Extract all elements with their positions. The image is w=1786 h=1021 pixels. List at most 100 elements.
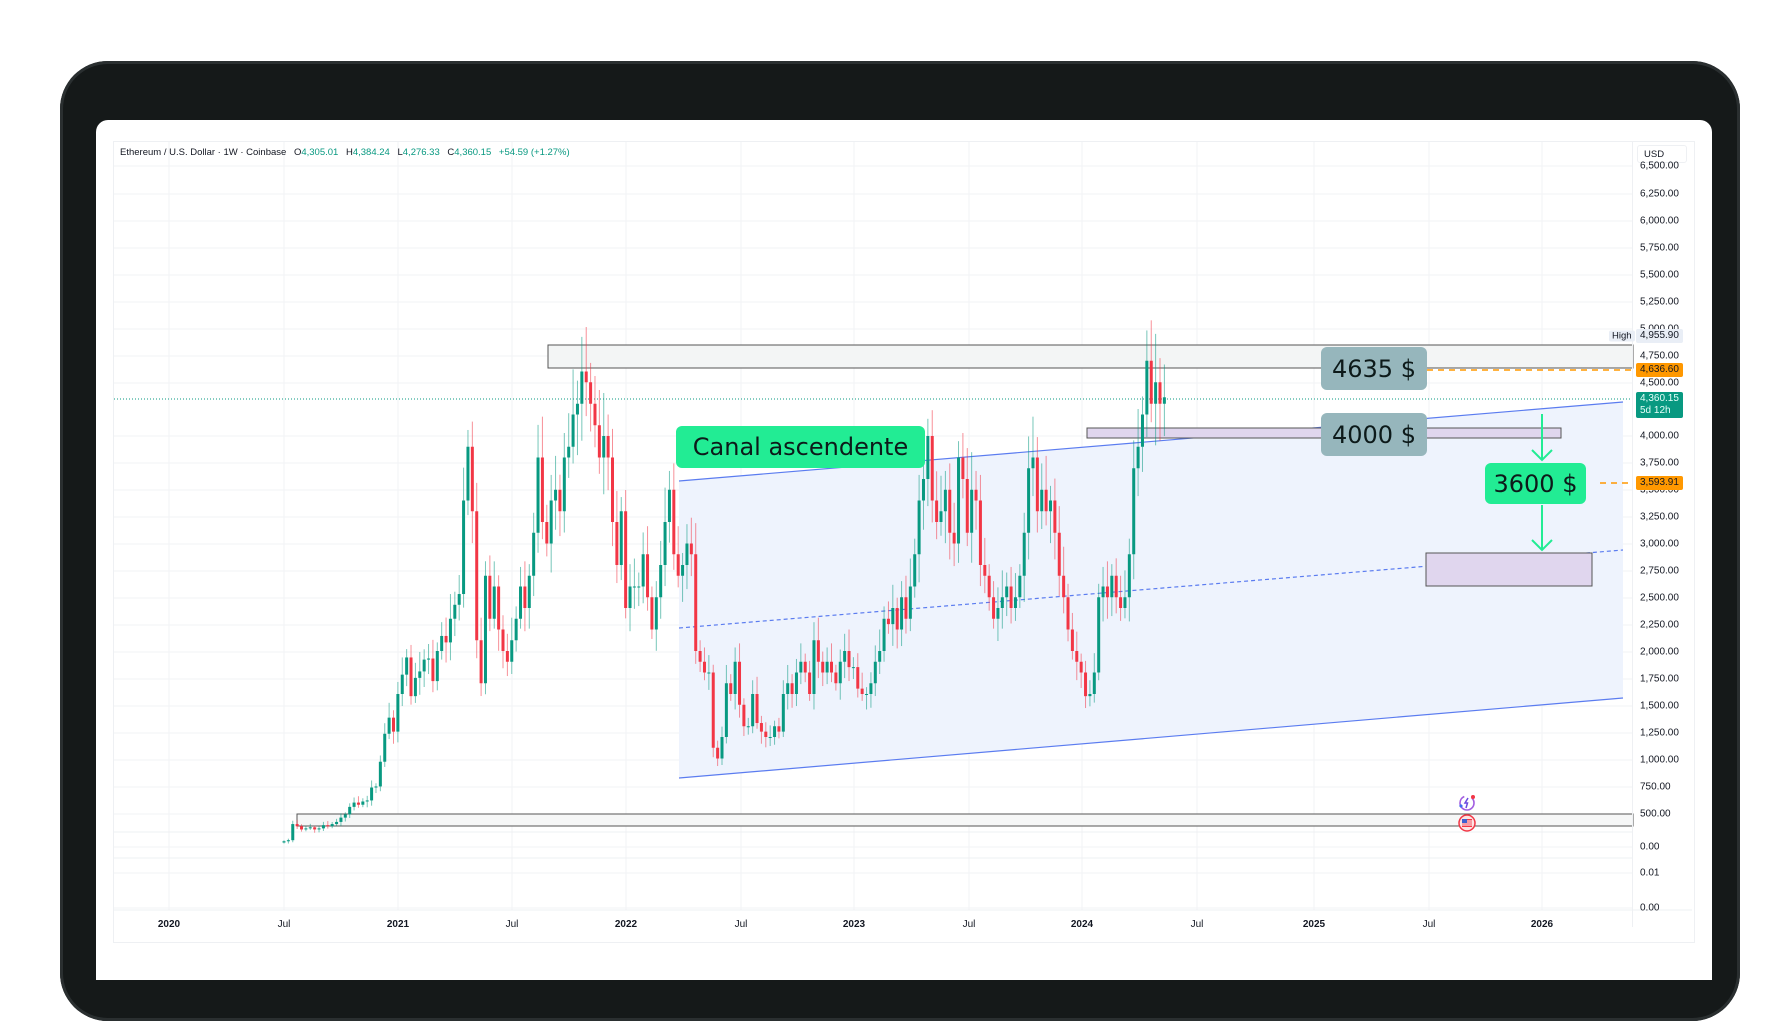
candle-body — [505, 651, 509, 662]
candle-body — [799, 661, 803, 673]
candle-body — [1132, 468, 1136, 555]
candle-body — [1075, 651, 1079, 662]
candle-body — [304, 828, 308, 830]
candle-body — [562, 457, 566, 512]
candle-body — [646, 554, 650, 598]
candle-body — [808, 672, 812, 694]
price-change: +54.59 (+1.27%) — [498, 147, 570, 158]
candle-body — [527, 575, 531, 608]
candle-body — [1035, 457, 1039, 512]
price-axis-label: 6,500.00 — [1640, 160, 1679, 172]
candle-body — [470, 446, 474, 512]
candle-body — [291, 824, 295, 841]
candle-body — [549, 500, 553, 544]
ohlc-high: H4,384.24 — [345, 147, 390, 158]
candle-body — [987, 575, 991, 598]
candle-body — [659, 565, 663, 598]
time-axis-label: 2020 — [157, 919, 181, 930]
candle-body — [475, 511, 479, 641]
price-axis-label: 750.00 — [1640, 781, 1671, 793]
price-axis-label: 1,500.00 — [1640, 700, 1679, 712]
candle-body — [448, 618, 452, 643]
candle-body — [479, 640, 483, 684]
candle-body — [597, 425, 601, 458]
resistance-zone — [547, 344, 1634, 369]
candle-body — [637, 586, 641, 588]
time-axis-label: Jul — [1422, 919, 1436, 930]
candle-body — [1136, 446, 1140, 469]
target-zone — [1425, 552, 1593, 587]
channel-midline — [678, 549, 1624, 629]
candle-body — [720, 737, 724, 759]
level-3600-label[interactable]: 3600 $ — [1485, 463, 1586, 504]
time-axis-label: 2021 — [386, 919, 410, 930]
candle-body — [681, 565, 685, 576]
level-4000-label[interactable]: 4000 $ — [1321, 413, 1427, 456]
price-axis-label: 0.00 — [1640, 841, 1660, 853]
candle-body — [361, 801, 365, 805]
candle-body — [571, 414, 575, 447]
candle-body — [602, 436, 606, 458]
earnings-event-icon[interactable] — [1458, 794, 1476, 812]
candle-body — [926, 436, 930, 479]
time-axis-label: 2025 — [1302, 919, 1326, 930]
candle-body — [440, 635, 444, 651]
candle-body — [1114, 575, 1118, 598]
candle-body — [584, 371, 588, 383]
candle-body — [580, 371, 584, 404]
candle-body — [746, 726, 750, 728]
symbol-legend[interactable]: Ethereum / U.S. Dollar · 1W · Coinbase O… — [120, 147, 575, 158]
candle-body — [1005, 586, 1009, 598]
time-axis-label: 2026 — [1530, 919, 1554, 930]
candle-body — [488, 575, 492, 619]
candle-body — [413, 677, 417, 697]
us-economic-event-flag-icon[interactable] — [1458, 814, 1476, 832]
candle-body — [396, 694, 400, 732]
level-3594-price-tag: 3,593.91 — [1636, 476, 1683, 490]
candle-body — [992, 597, 996, 619]
candle-body — [536, 457, 540, 533]
candle-body — [1070, 629, 1074, 651]
candle-body — [689, 543, 693, 555]
price-axis-label: 0.01 — [1640, 867, 1660, 879]
candle-body — [738, 661, 742, 705]
candle-body — [930, 436, 934, 501]
candle-body — [663, 522, 667, 565]
candle-body — [935, 500, 939, 522]
price-axis-label: 3,500.00 — [1640, 484, 1679, 496]
price-axis-label: 2,500.00 — [1640, 592, 1679, 604]
candle-body — [1105, 586, 1109, 598]
candle-body — [427, 658, 431, 660]
ohlc-open: O4,305.01 — [293, 147, 339, 158]
candle-body — [729, 683, 733, 694]
candle-body — [510, 640, 514, 662]
price-axis-label: 2,000.00 — [1640, 646, 1679, 658]
price-axis-label: 6,000.00 — [1640, 215, 1679, 227]
candle-body — [392, 717, 395, 732]
price-chart-plot[interactable] — [0, 0, 1786, 960]
candle-body — [1158, 382, 1162, 404]
candle-body — [313, 827, 317, 830]
candle-body — [321, 825, 325, 829]
candle-body — [1088, 694, 1092, 697]
candle-body — [567, 446, 571, 458]
candle-body — [497, 586, 501, 630]
currency-button[interactable]: USD — [1637, 145, 1687, 163]
candle-body — [900, 597, 904, 630]
ohlc-close: C4,360.15 — [447, 147, 492, 158]
candle-body — [632, 586, 636, 588]
canal-ascendente-label[interactable]: Canal ascendente — [676, 426, 925, 468]
candle-body — [724, 683, 728, 737]
candle-body — [974, 489, 978, 501]
candle-body — [1154, 382, 1158, 404]
candle-body — [558, 489, 562, 512]
candle-body — [733, 661, 737, 694]
level-4635-label[interactable]: 4635 $ — [1321, 347, 1427, 390]
price-axis-label: 6,250.00 — [1640, 188, 1679, 200]
candle-body — [685, 543, 689, 565]
candle-body — [830, 661, 833, 673]
candle-body — [624, 511, 628, 608]
channel-fill — [679, 402, 1623, 778]
candle-body — [606, 436, 610, 458]
candle-body — [1018, 575, 1022, 598]
